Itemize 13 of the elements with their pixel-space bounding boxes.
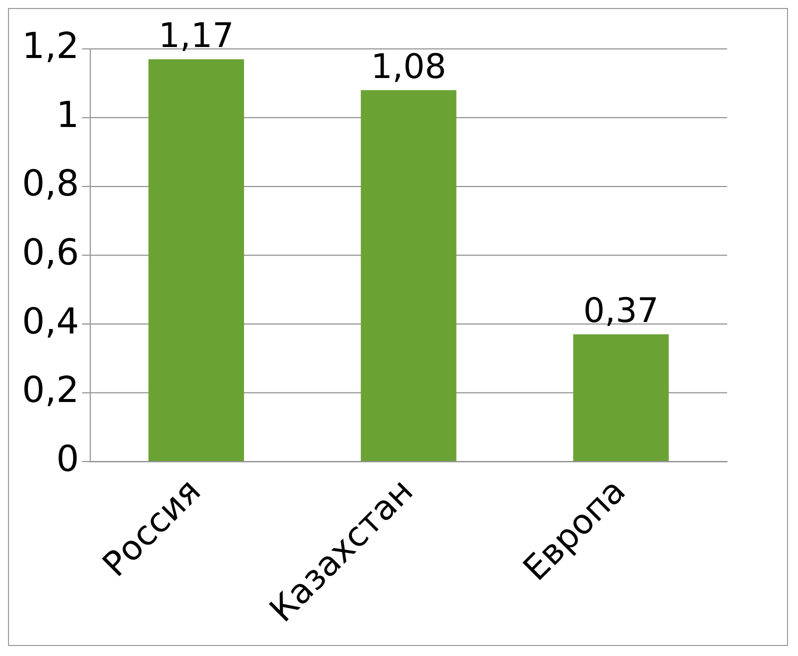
y-tick-label: 0,6	[22, 232, 80, 274]
y-tick-label: 1,2	[22, 26, 80, 68]
y-tick-label: 0,4	[22, 301, 80, 342]
data-label: 1,17	[158, 16, 234, 56]
y-tick-label: 0,8	[22, 164, 80, 205]
data-label: 0,37	[583, 291, 659, 330]
bar	[360, 90, 456, 462]
bar	[573, 334, 669, 462]
y-tick-label: 1	[56, 94, 80, 136]
y-tick-label: 0	[56, 438, 80, 480]
bar	[148, 59, 244, 462]
data-label: 1,08	[370, 47, 446, 86]
y-tick-label: 0,2	[22, 370, 80, 412]
